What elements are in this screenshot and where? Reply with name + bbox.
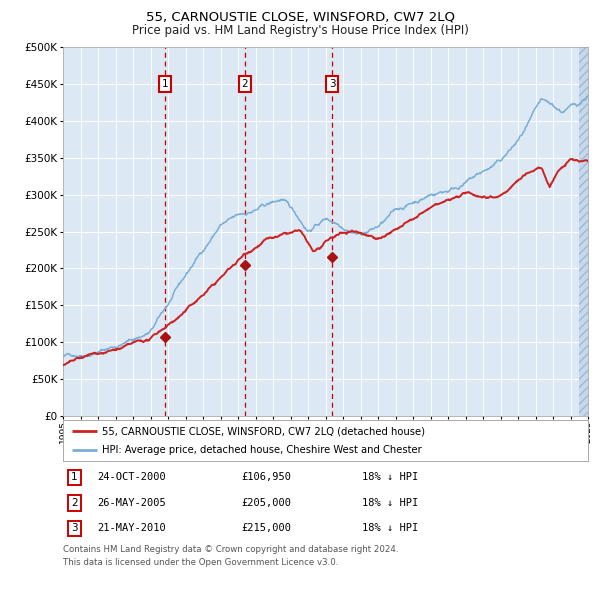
- Text: Price paid vs. HM Land Registry's House Price Index (HPI): Price paid vs. HM Land Registry's House …: [131, 24, 469, 37]
- Text: 26-MAY-2005: 26-MAY-2005: [97, 498, 166, 508]
- Text: £106,950: £106,950: [241, 473, 292, 483]
- Text: 18% ↓ HPI: 18% ↓ HPI: [362, 523, 419, 533]
- Text: 21-MAY-2010: 21-MAY-2010: [97, 523, 166, 533]
- Text: 2: 2: [71, 498, 78, 508]
- Text: 2: 2: [242, 79, 248, 89]
- Text: 18% ↓ HPI: 18% ↓ HPI: [362, 473, 419, 483]
- Bar: [579, 47, 588, 416]
- Text: 55, CARNOUSTIE CLOSE, WINSFORD, CW7 2LQ: 55, CARNOUSTIE CLOSE, WINSFORD, CW7 2LQ: [146, 11, 455, 24]
- Text: Contains HM Land Registry data © Crown copyright and database right 2024.: Contains HM Land Registry data © Crown c…: [63, 545, 398, 554]
- Text: 3: 3: [329, 79, 335, 89]
- Text: This data is licensed under the Open Government Licence v3.0.: This data is licensed under the Open Gov…: [63, 558, 338, 567]
- Text: 18% ↓ HPI: 18% ↓ HPI: [362, 498, 419, 508]
- Text: £205,000: £205,000: [241, 498, 292, 508]
- Text: 1: 1: [161, 79, 168, 89]
- Text: 24-OCT-2000: 24-OCT-2000: [97, 473, 166, 483]
- Text: 1: 1: [71, 473, 78, 483]
- Text: £215,000: £215,000: [241, 523, 292, 533]
- Text: 3: 3: [71, 523, 78, 533]
- Text: 55, CARNOUSTIE CLOSE, WINSFORD, CW7 2LQ (detached house): 55, CARNOUSTIE CLOSE, WINSFORD, CW7 2LQ …: [103, 426, 425, 436]
- Text: HPI: Average price, detached house, Cheshire West and Chester: HPI: Average price, detached house, Ches…: [103, 445, 422, 455]
